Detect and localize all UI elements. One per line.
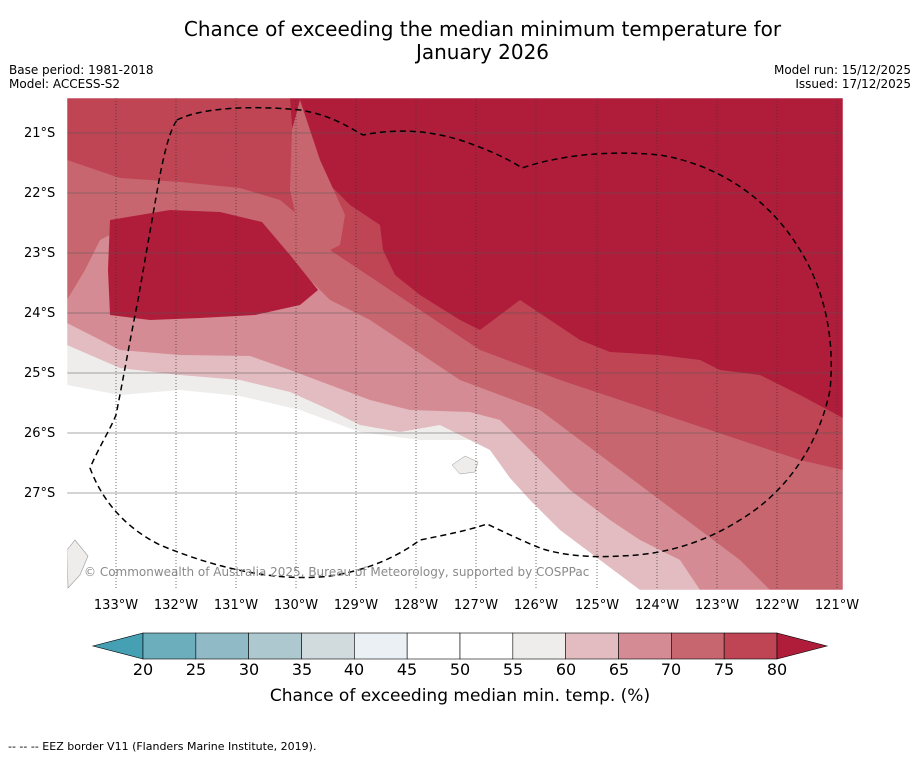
eez-border bbox=[89, 106, 832, 579]
colorbar-segment bbox=[248, 632, 302, 660]
colorbar-segment bbox=[671, 632, 725, 660]
map-frame bbox=[66, 97, 844, 591]
lat-label: 26°S bbox=[24, 426, 56, 441]
gridlines bbox=[67, 98, 843, 590]
lon-label: 133°W bbox=[93, 598, 139, 613]
lon-label: 131°W bbox=[213, 598, 259, 613]
colorbar-tick: 25 bbox=[185, 660, 207, 679]
copyright-text: © Commonwealth of Australia 2025, Bureau… bbox=[84, 565, 590, 579]
lon-label: 121°W bbox=[814, 598, 860, 613]
lat-label: 24°S bbox=[24, 306, 56, 321]
colorbar-segment bbox=[354, 632, 408, 660]
lat-label: 27°S bbox=[24, 486, 56, 501]
colorbar-segment bbox=[142, 632, 197, 660]
colorbar-segment bbox=[565, 632, 619, 660]
island-white bbox=[451, 455, 479, 475]
lon-label: 124°W bbox=[634, 598, 680, 613]
band-over-80 bbox=[290, 98, 843, 418]
lon-label: 130°W bbox=[273, 598, 319, 613]
colorbar-under-arrow bbox=[91, 632, 144, 660]
chart-title: Chance of exceeding the median minimum t… bbox=[0, 18, 919, 64]
lon-label: 122°W bbox=[754, 598, 800, 613]
colorbar-tick: 40 bbox=[343, 660, 365, 679]
title-line-2: January 2026 bbox=[415, 40, 550, 64]
lon-label: 123°W bbox=[694, 598, 740, 613]
colorbar-tick: 45 bbox=[396, 660, 418, 679]
colorbar-tick: 30 bbox=[238, 660, 260, 679]
model-name: Model: ACCESS-S2 bbox=[9, 77, 121, 91]
meta-left: Base period: 1981-2018 Model: ACCESS-S2 bbox=[9, 63, 154, 91]
colorbar-segment bbox=[723, 632, 778, 660]
colorbar-tick: 35 bbox=[291, 660, 313, 679]
colorbar-tick: 60 bbox=[555, 660, 577, 679]
colorbar-tick: 55 bbox=[502, 660, 524, 679]
colorbar-segment bbox=[406, 632, 461, 660]
lon-label: 129°W bbox=[333, 598, 379, 613]
lon-label: 126°W bbox=[513, 598, 559, 613]
colorbar-tick: 80 bbox=[766, 660, 788, 679]
colorbar-tick: 75 bbox=[713, 660, 735, 679]
band-over-80-west bbox=[108, 210, 318, 320]
colorbar-tick: 70 bbox=[660, 660, 682, 679]
colorbar-tick: 50 bbox=[449, 660, 471, 679]
lon-label: 128°W bbox=[393, 598, 439, 613]
colorbar-tick: 65 bbox=[608, 660, 630, 679]
lon-label: 127°W bbox=[453, 598, 499, 613]
colorbar-tick: 20 bbox=[132, 660, 154, 679]
colorbar-segment bbox=[512, 632, 566, 660]
colorbar-segment bbox=[301, 632, 355, 660]
band-70-75-bulge bbox=[290, 100, 345, 255]
lat-label: 22°S bbox=[24, 186, 56, 201]
eez-legend: -- -- -- EEZ border V11 (Flanders Marine… bbox=[8, 740, 317, 753]
lat-label: 21°S bbox=[24, 126, 56, 141]
issued-date: Issued: 17/12/2025 bbox=[795, 77, 911, 91]
title-line-1: Chance of exceeding the median minimum t… bbox=[183, 17, 782, 41]
colorbar-title: Chance of exceeding median min. temp. (%… bbox=[269, 686, 651, 706]
colorbar bbox=[91, 632, 829, 660]
base-period: Base period: 1981-2018 bbox=[9, 63, 154, 77]
model-run: Model run: 15/12/2025 bbox=[773, 63, 911, 77]
land-fragment bbox=[67, 539, 89, 589]
lon-label: 125°W bbox=[574, 598, 620, 613]
probability-field bbox=[67, 98, 843, 590]
meta-right: Model run: 15/12/2025 Issued: 17/12/2025 bbox=[774, 63, 911, 91]
lon-label: 132°W bbox=[153, 598, 199, 613]
colorbar-segment bbox=[459, 632, 514, 660]
band-45-55 bbox=[67, 420, 320, 590]
lat-label: 25°S bbox=[24, 366, 56, 381]
colorbar-segment bbox=[195, 632, 249, 660]
colorbar-over-arrow bbox=[776, 632, 829, 660]
colorbar-segment bbox=[618, 632, 672, 660]
lat-label: 23°S bbox=[24, 246, 56, 261]
